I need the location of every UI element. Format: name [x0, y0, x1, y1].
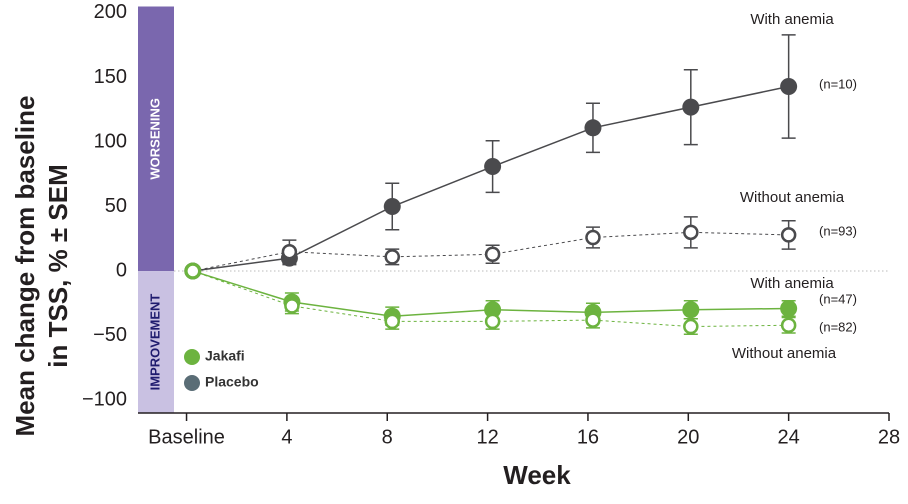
annotation: Without anemia: [740, 189, 845, 206]
marker: [383, 198, 401, 216]
x-tick-label: 20: [677, 426, 699, 448]
y-tick-label: 100: [94, 130, 127, 152]
marker: [484, 313, 501, 330]
annotation: Without anemia: [732, 345, 837, 362]
marker: [683, 318, 699, 335]
marker: [585, 312, 601, 328]
n-label: (n=47): [819, 291, 857, 306]
n-label: (n=10): [819, 76, 857, 91]
x-tick-label: 28: [878, 426, 900, 448]
marker: [780, 227, 797, 243]
y-axis-title: in TSS, % ± SEM: [43, 164, 73, 368]
x-tick-label: 8: [382, 426, 393, 448]
y-tick-label: −50: [93, 324, 127, 346]
marker: [281, 243, 298, 260]
x-axis-title: Week: [503, 460, 571, 490]
legend-label: Placebo: [205, 374, 259, 390]
marker: [384, 313, 401, 330]
series-line: [192, 85, 789, 272]
y-tick-label: 0: [116, 259, 127, 281]
marker: [484, 158, 502, 176]
marker: [780, 317, 797, 333]
y-tick-label: 150: [94, 66, 127, 88]
marker: [584, 119, 602, 137]
n-label: (n=82): [819, 319, 857, 334]
x-tick-label: 16: [577, 426, 599, 448]
marker: [585, 229, 601, 246]
y-tick-label: 50: [105, 195, 127, 217]
marker: [384, 249, 401, 265]
band-label: WORSENING: [147, 98, 162, 180]
marker: [185, 263, 201, 279]
marker: [780, 78, 798, 96]
y-tick-label: −100: [82, 388, 127, 410]
x-tick-label: 12: [476, 426, 498, 448]
y-axis-title: Mean change from baseline: [10, 96, 40, 437]
annotation: With anemia: [750, 11, 834, 28]
marker: [780, 299, 798, 317]
n-label: (n=93): [819, 223, 857, 238]
x-tick-label: 24: [778, 426, 800, 448]
marker: [682, 301, 700, 319]
x-tick-label: 4: [281, 426, 292, 448]
marker: [284, 298, 300, 314]
y-tick-label: 200: [94, 1, 127, 23]
annotation: With anemia: [750, 275, 834, 292]
legend-swatch: [184, 375, 200, 391]
band: [138, 6, 174, 272]
legend-swatch: [184, 349, 200, 365]
legend-label: Jakafi: [205, 348, 245, 364]
marker: [484, 246, 501, 263]
marker: [683, 224, 699, 241]
band-label: IMPROVEMENT: [147, 294, 162, 391]
marker: [682, 98, 700, 116]
band: [138, 271, 174, 413]
x-tick-label: Baseline: [148, 426, 225, 448]
